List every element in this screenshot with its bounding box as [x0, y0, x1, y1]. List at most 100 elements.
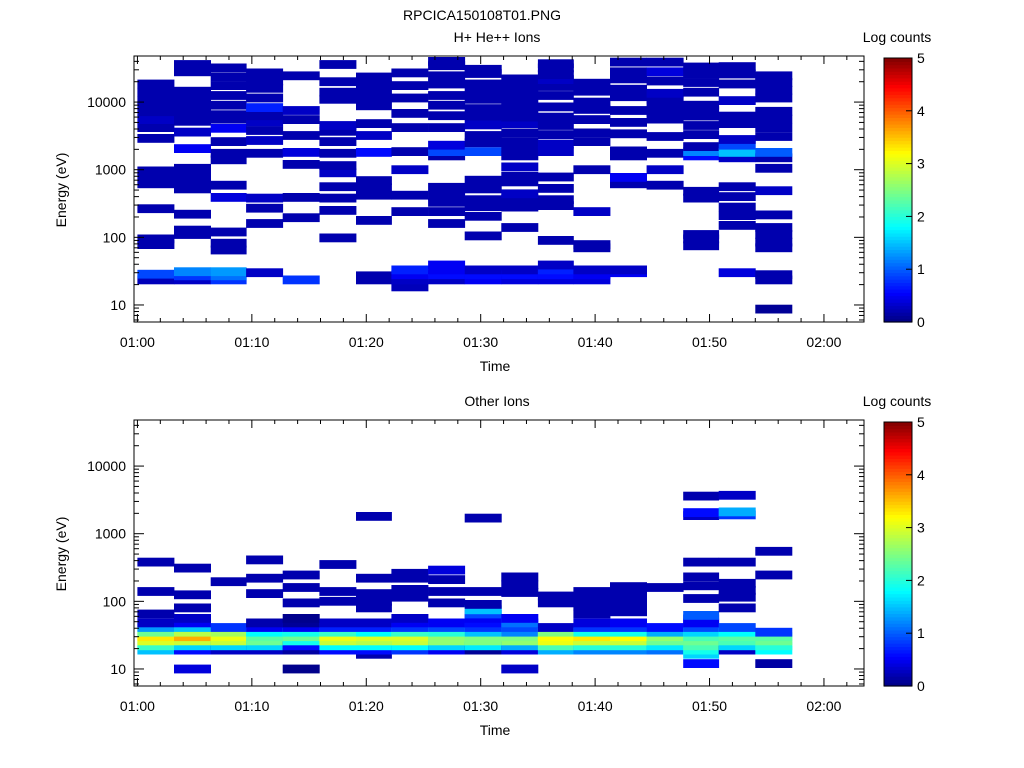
heatmap-cell — [174, 603, 211, 613]
heatmap-cell — [501, 74, 539, 84]
colorbar-segment — [884, 143, 912, 148]
heatmap-cell — [646, 627, 684, 637]
colorbar-segment — [884, 550, 912, 555]
colorbar-segment — [884, 67, 912, 72]
heatmap-cell — [718, 221, 756, 230]
heatmap-cell — [755, 243, 793, 253]
colorbar-segment — [884, 600, 912, 605]
heatmap-cell — [464, 147, 502, 156]
heatmap-cell — [210, 137, 247, 146]
heatmap-cell — [755, 85, 793, 95]
colorbar-segment — [884, 265, 912, 270]
colorbar-segment — [884, 507, 912, 512]
heatmap-cell — [755, 641, 793, 651]
colorbar-segment — [884, 431, 912, 436]
heatmap-cell — [537, 632, 574, 642]
colorbar-segment — [884, 583, 912, 588]
heatmap-cell — [428, 91, 466, 100]
colorbar-segment — [884, 269, 912, 274]
heatmap-cell — [755, 78, 793, 87]
colorbar-segment — [884, 100, 912, 105]
heatmap-cell — [282, 213, 320, 223]
colorbar-segment — [884, 232, 912, 237]
panel-1-xlabel: Time — [480, 358, 511, 374]
heatmap-cell — [718, 69, 756, 79]
y-tick-label: 100 — [103, 229, 127, 245]
heatmap-cell — [718, 135, 756, 144]
y-tick-label: 10000 — [87, 94, 126, 110]
heatmap-cell — [464, 64, 502, 74]
colorbar-segment — [884, 176, 912, 181]
heatmap-cell — [356, 119, 392, 128]
heatmap-cell — [573, 632, 611, 642]
heatmap-cell — [210, 81, 247, 90]
heatmap-cell — [646, 132, 684, 141]
heatmap-cell — [537, 121, 574, 130]
colorbar-segment — [884, 58, 912, 62]
heatmap-cell — [282, 623, 320, 632]
colorbar-segment — [884, 110, 912, 115]
colorbar-segment — [884, 166, 912, 171]
heatmap-cell — [683, 632, 720, 642]
heatmap-cell — [428, 197, 466, 207]
heatmap-cell — [464, 587, 502, 596]
heatmap-cell — [755, 546, 793, 556]
heatmap-cell — [610, 151, 647, 161]
colorbar-segment — [884, 199, 912, 204]
colorbar-segment — [884, 557, 912, 562]
heatmap-cell — [573, 86, 611, 96]
colorbar-segment — [884, 292, 912, 297]
colorbar-segment — [884, 190, 912, 194]
colorbar-segment — [884, 567, 912, 572]
heatmap-cell — [246, 126, 284, 135]
heatmap-cell — [718, 641, 756, 651]
heatmap-cell — [464, 614, 502, 623]
colorbar-segment — [884, 474, 912, 479]
heatmap-cell — [464, 138, 502, 148]
colorbar-tick-label: 5 — [917, 50, 925, 66]
colorbar-segment — [884, 511, 912, 515]
heatmap-cell — [718, 96, 756, 105]
colorbar-segment — [884, 491, 912, 496]
heatmap-cell — [501, 614, 539, 623]
colorbar-segment — [884, 305, 912, 310]
colorbar-segment — [884, 173, 912, 178]
heatmap-cell — [319, 641, 357, 651]
colorbar-segment — [884, 256, 912, 260]
heatmap-cell — [718, 62, 756, 71]
heatmap-cell — [683, 641, 720, 651]
colorbar-segment — [884, 279, 912, 283]
panel-1-title: H+ He++ Ions — [454, 29, 541, 45]
colorbar-segment — [884, 275, 912, 280]
heatmap-cell — [246, 632, 284, 642]
heatmap-cell — [319, 94, 357, 104]
colorbar-segment — [884, 186, 912, 191]
heatmap-cell — [646, 107, 684, 117]
heatmap-cell — [210, 238, 247, 248]
heatmap-cell — [210, 193, 247, 202]
heatmap-cell — [319, 148, 357, 158]
colorbar-segment — [884, 71, 912, 76]
y-tick-label: 10 — [110, 297, 126, 313]
heatmap-cell — [282, 614, 320, 623]
heatmap-cell — [718, 182, 756, 192]
heatmap-cell — [718, 507, 756, 517]
colorbar-segment — [884, 289, 912, 293]
heatmap-cell — [537, 270, 574, 280]
heatmap-cell — [501, 664, 539, 674]
heatmap-cell — [428, 275, 466, 285]
x-tick-label: 01:50 — [692, 698, 727, 714]
colorbar-segment — [884, 133, 912, 138]
colorbar-segment — [884, 163, 912, 168]
heatmap-cell — [718, 627, 756, 637]
heatmap-cell — [137, 240, 175, 249]
heatmap-cell — [537, 70, 574, 79]
colorbar-segment — [884, 229, 912, 234]
heatmap-cell — [137, 587, 175, 596]
colorbar-segment — [884, 193, 912, 198]
heatmap-cell — [573, 137, 611, 146]
colorbar-segment — [884, 455, 912, 459]
heatmap-cell — [210, 155, 247, 165]
heatmap-cell — [501, 80, 539, 90]
heatmap-cell — [356, 131, 392, 140]
